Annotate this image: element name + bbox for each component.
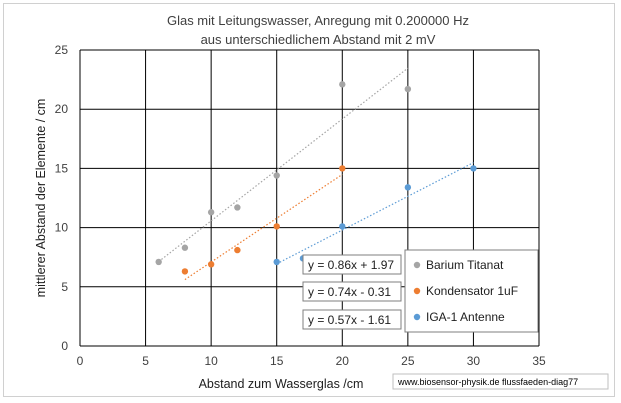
- trendline-equation: y = 0.86x + 1.97: [308, 258, 394, 272]
- trendline-equation: y = 0.74x - 0.31: [308, 285, 391, 299]
- data-points: [155, 81, 477, 275]
- x-tick-label: 5: [142, 354, 149, 368]
- data-point: [181, 244, 189, 251]
- legend-box: [404, 249, 539, 333]
- y-tick-label: 15: [55, 161, 69, 175]
- data-point: [207, 209, 215, 216]
- chart-title: Glas mit Leitungswasser, Anregung mit 0.…: [167, 13, 469, 28]
- x-tick-label: 20: [336, 354, 350, 368]
- data-point: [273, 258, 280, 266]
- y-tick-label: 0: [61, 339, 68, 353]
- legend-label: Kondensator 1uF: [426, 284, 518, 298]
- equation-box: [302, 309, 402, 330]
- source-note-text: www.biosensor-physik.de flussfaeden-diag…: [397, 377, 578, 387]
- data-point: [181, 268, 189, 275]
- x-tick-label: 25: [401, 354, 415, 368]
- x-axis-label: Abstand zum Wasserglas /cm: [199, 377, 364, 391]
- trendline: [158, 67, 409, 263]
- x-tick-label: 10: [204, 354, 218, 368]
- legend-label: IGA-1 Antenne: [426, 310, 505, 324]
- data-point: [470, 165, 477, 172]
- tick-labels: 0 5 10 15 20 25 30 35 0 5 10 15 20 25: [55, 43, 546, 368]
- chart-subtitle: aus unterschiedlichem Abstand mit 2 mV: [201, 32, 436, 47]
- data-point: [273, 223, 280, 230]
- legend-marker: [413, 287, 421, 295]
- y-tick-label: 10: [55, 221, 69, 235]
- data-point: [339, 81, 346, 88]
- y-axis-label: mittlerer Abstand der Elemente / cm: [34, 99, 48, 298]
- equation-box: [302, 254, 402, 275]
- data-point: [404, 85, 412, 93]
- data-point: [155, 258, 162, 266]
- legend-marker: [413, 261, 421, 269]
- data-point: [234, 204, 241, 211]
- y-tick-label: 5: [61, 280, 68, 294]
- x-tick-label: 0: [77, 354, 84, 368]
- source-note: www.biosensor-physik.de flussfaeden-diag…: [392, 373, 609, 390]
- trendlines: [158, 67, 474, 281]
- equation-box: [302, 281, 402, 302]
- trendline-equation: y = 0.57x - 1.61: [308, 313, 391, 327]
- trendline-equations: y = 0.86x + 1.97 y = 0.74x - 0.31 y = 0.57…: [302, 254, 402, 330]
- trendline: [276, 162, 474, 265]
- data-point: [404, 184, 412, 191]
- y-tick-label: 25: [55, 43, 69, 57]
- data-point: [339, 223, 346, 230]
- x-tick-label: 35: [532, 354, 546, 368]
- data-point: [207, 261, 215, 268]
- x-tick-label: 15: [270, 354, 284, 368]
- data-point: [273, 172, 280, 179]
- source-note-box: [392, 373, 609, 390]
- legend-marker: [413, 313, 421, 321]
- data-point: [234, 246, 241, 254]
- x-tick-label: 30: [467, 354, 481, 368]
- data-point: [339, 165, 346, 172]
- legend-label: Barium Titanat: [426, 258, 504, 272]
- legend: Barium Titanat Kondensator 1uF IGA-1 Anten…: [404, 249, 539, 333]
- y-tick-label: 20: [55, 102, 69, 116]
